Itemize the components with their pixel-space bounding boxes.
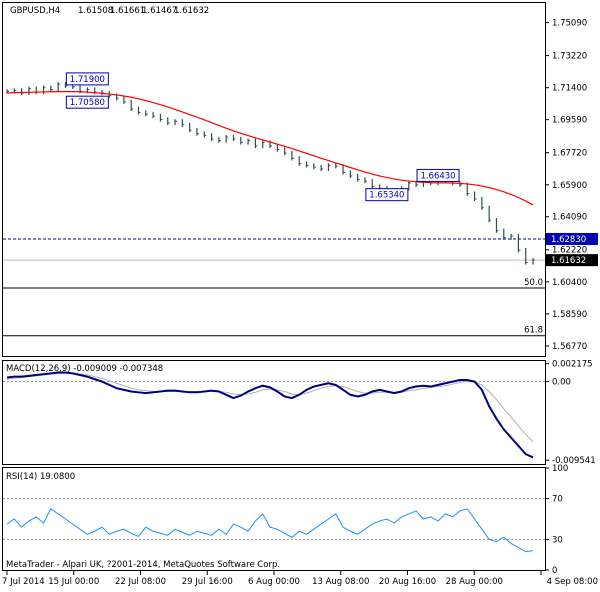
- rsi-panel-frame: [2, 467, 546, 571]
- copyright-footer: MetaTrader - Alpari UK, ?2001-2014, Meta…: [6, 560, 280, 570]
- price-tick-label: 1.69590: [552, 116, 587, 126]
- fib-level-label: 50.0: [524, 278, 543, 288]
- price-tick-label: 1.60400: [552, 278, 587, 288]
- time-tick-label: 29 Jul 16:00: [182, 577, 233, 587]
- time-tick-label: 20 Aug 16:00: [379, 577, 436, 587]
- rsi-tick-label: 30: [552, 535, 563, 545]
- rsi-tick-label: 70: [552, 495, 563, 505]
- macd-signal-line: [6, 372, 534, 443]
- price-annotation-label: 1.66430: [420, 171, 455, 181]
- price-annotation-box: [65, 95, 109, 109]
- price-annotation-label: 1.70580: [70, 98, 105, 108]
- time-tick-label: 4 Sep 08:00: [547, 577, 598, 587]
- time-tick-label: 6 Aug 00:00: [248, 577, 300, 587]
- price-tick-label: 1.62220: [552, 246, 587, 256]
- price-tick-label: 1.58590: [552, 310, 587, 320]
- fib-level-label: 61.8: [524, 326, 543, 336]
- ohlc-close: 1.61632: [174, 6, 209, 16]
- macd-tick-label: 0.00: [552, 378, 571, 388]
- level-price-label: 1.62830: [551, 235, 586, 245]
- price-annotation-box: [365, 188, 409, 202]
- macd-title: MACD(12,26,9) -0.009009 -0.007348: [6, 364, 163, 374]
- level-price-box: [546, 232, 598, 245]
- macd-main-line: [6, 371, 534, 459]
- rsi-tick-label: 100: [552, 464, 568, 474]
- macd-tick-label: 0.002175: [552, 360, 593, 370]
- price-annotation-label: 1.65340: [369, 191, 404, 201]
- ohlc-high: 1.61661: [110, 6, 145, 16]
- price-tick-label: 1.71400: [552, 84, 587, 94]
- macd-tick-label: -0.009541: [552, 456, 596, 466]
- symbol-label: GBPUSD,H4: [10, 6, 60, 16]
- time-tick-label: 13 Aug 08:00: [312, 577, 369, 587]
- level-price-box: [546, 254, 598, 267]
- ohlc-low: 1.61467: [142, 6, 177, 16]
- price-panel-frame: [2, 2, 546, 357]
- time-tick-label: 7 Jul 2014: [2, 577, 45, 587]
- ohlc-open: 1.61508: [78, 6, 113, 16]
- level-price-label: 1.61632: [551, 256, 586, 266]
- moving-average-line: [6, 91, 534, 206]
- time-tick-label: 15 Jul 00:00: [48, 577, 99, 587]
- price-annotation-label: 1.71900: [70, 75, 105, 85]
- rsi-tick-label: 0: [552, 566, 557, 576]
- time-tick-label: 28 Aug 00:00: [446, 577, 503, 587]
- price-tick-label: 1.56770: [552, 342, 587, 352]
- time-tick-label: 22 Jul 08:00: [115, 577, 166, 587]
- rsi-line: [6, 508, 534, 553]
- price-annotation-box: [65, 72, 109, 86]
- price-tick-label: 1.65900: [552, 181, 587, 191]
- rsi-title: RSI(14) 19.0800: [6, 472, 75, 482]
- macd-panel-frame: [2, 360, 546, 465]
- price-tick-label: 1.73220: [552, 52, 587, 62]
- price-tick-label: 1.75090: [552, 19, 587, 29]
- price-annotation-box: [416, 168, 460, 182]
- price-tick-label: 1.64090: [552, 213, 587, 223]
- price-tick-label: 1.67720: [552, 149, 587, 159]
